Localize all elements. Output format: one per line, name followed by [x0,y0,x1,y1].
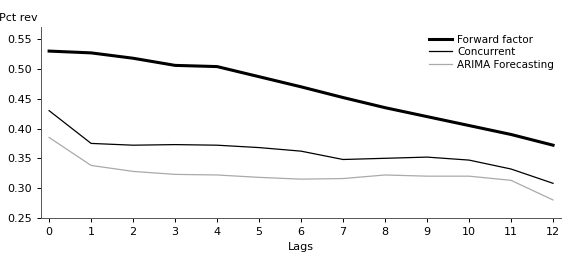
ARIMA Forecasting [256,176,263,179]
ARIMA Forecasting [549,198,556,201]
Line: Forward factor: Forward factor [49,51,553,145]
Forward factor [507,133,514,136]
ARIMA Forecasting [214,173,221,176]
ARIMA Forecasting [340,177,346,180]
Concurrent [549,182,556,185]
Concurrent [466,158,472,162]
Forward factor [214,65,221,68]
ARIMA Forecasting [507,179,514,182]
Forward factor [256,75,263,78]
Concurrent [172,143,179,146]
Forward factor [340,96,346,99]
ARIMA Forecasting [88,164,95,167]
Forward factor [130,57,137,60]
Forward factor [549,144,556,147]
ARIMA Forecasting [466,175,472,178]
Legend: Forward factor, Concurrent, ARIMA Forecasting: Forward factor, Concurrent, ARIMA Foreca… [427,33,556,72]
Forward factor [298,85,304,88]
Forward factor [424,115,430,118]
Concurrent [256,146,263,149]
Concurrent [214,144,221,147]
Forward factor [88,51,95,54]
Concurrent [88,142,95,145]
ARIMA Forecasting [130,170,137,173]
Concurrent [130,144,137,147]
Concurrent [46,109,53,112]
Concurrent [507,167,514,171]
ARIMA Forecasting [172,173,179,176]
Concurrent [298,150,304,153]
X-axis label: Lags: Lags [288,243,314,252]
Forward factor [46,50,53,53]
ARIMA Forecasting [298,178,304,181]
Concurrent [340,158,346,161]
Forward factor [172,64,179,67]
ARIMA Forecasting [382,173,388,176]
Forward factor [466,124,472,127]
Concurrent [382,157,388,160]
Concurrent [424,156,430,159]
Forward factor [382,106,388,109]
Text: Pct rev: Pct rev [0,13,37,23]
Line: Concurrent: Concurrent [49,111,553,183]
ARIMA Forecasting [424,175,430,178]
Line: ARIMA Forecasting: ARIMA Forecasting [49,138,553,200]
ARIMA Forecasting [46,136,53,139]
